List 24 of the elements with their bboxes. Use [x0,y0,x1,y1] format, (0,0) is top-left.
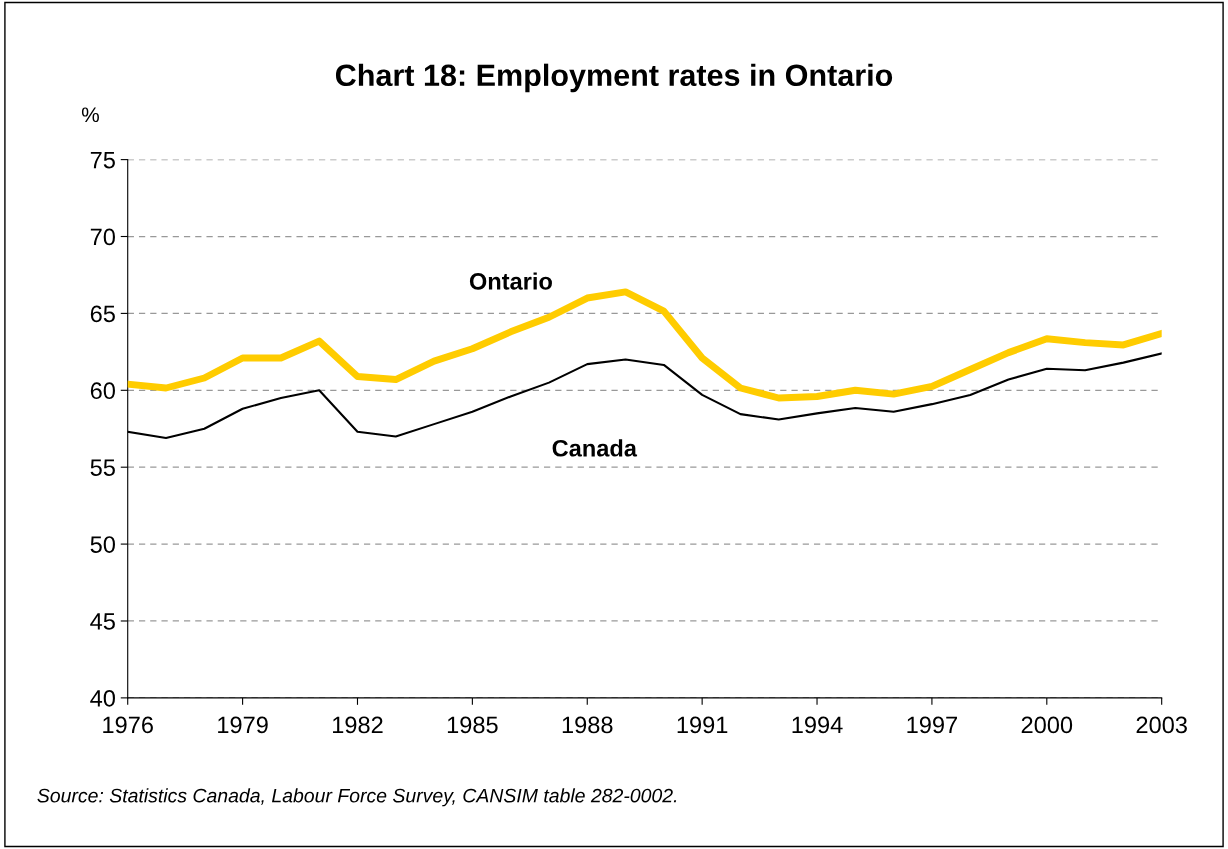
x-tick-label: 2003 [1136,716,1187,734]
y-tick-label: 60 [90,382,115,400]
y-tick-label: 65 [90,305,115,323]
x-tick-label: 1994 [792,716,843,734]
y-tick-label: 45 [90,613,115,630]
x-tick-label: 2000 [1021,716,1073,734]
y-tick-label: 55 [90,459,115,476]
x-tick-label: 1979 [218,716,268,734]
y-tick-label: 40 [90,689,115,707]
y-tick-label: 70 [90,228,115,246]
text: Canada [552,439,638,457]
y-axis-title: % [81,107,99,123]
x-tick-label: 1982 [333,716,383,734]
y-tick-label: 75 [90,151,115,169]
y-tick-label: 50 [90,536,115,553]
x-tick-label: 1997 [907,716,957,734]
chart-title: Chart 18: Employment rates in Ontario [335,63,893,93]
source-note: Source: Statistics Canada, Labour Force Survey, CANSIM table 282-0002. [37,788,677,807]
x-tick-label: 1985 [447,716,498,734]
x-tick-label: 1976 [103,716,153,734]
x-tick-label: 1991 [677,716,728,734]
series-label: Ontario [469,272,552,290]
x-tick-label: 1988 [562,716,613,734]
line-series [127,352,1162,440]
